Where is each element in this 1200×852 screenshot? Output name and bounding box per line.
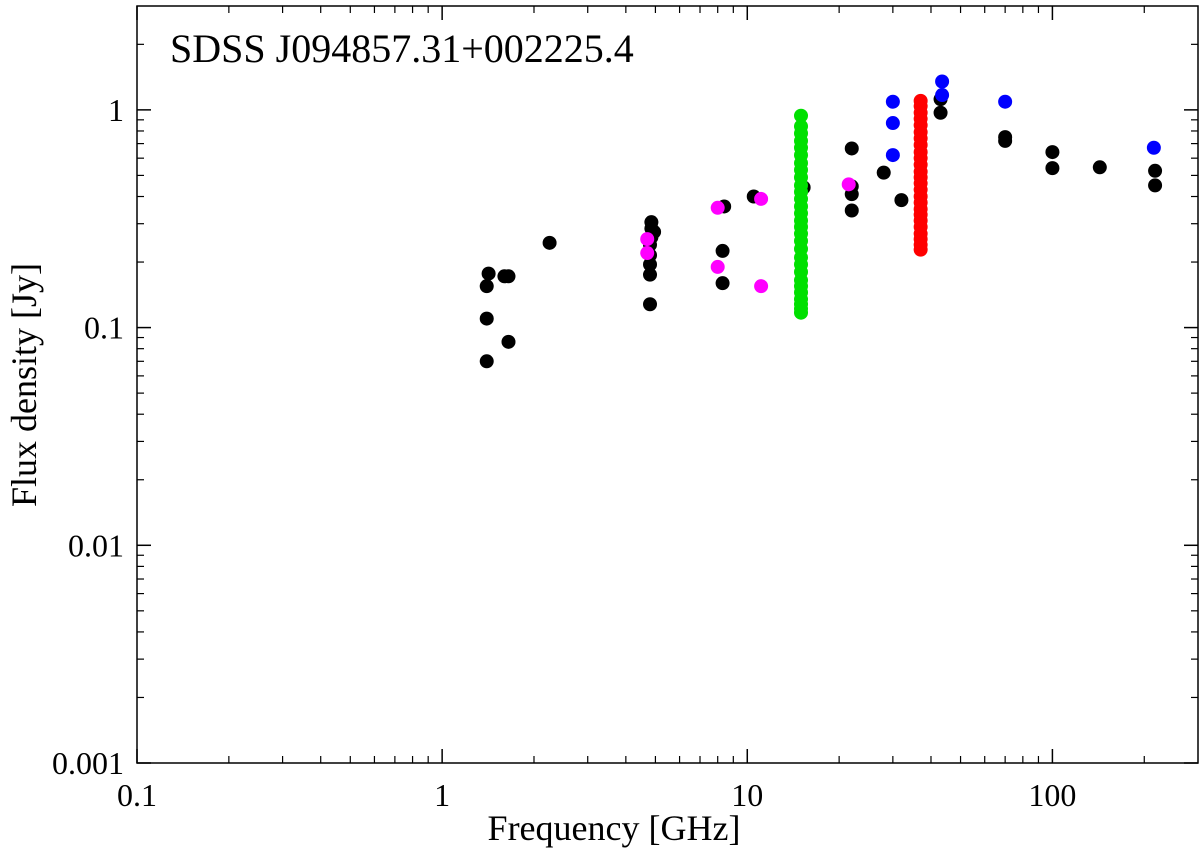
major-ticks (136, 6, 1198, 764)
data-point (640, 246, 655, 261)
y-tick-label: 0.001 (52, 745, 124, 781)
data-point (1148, 163, 1163, 178)
y-tick-label: 1 (108, 92, 124, 128)
data-point (479, 279, 494, 294)
series-points (640, 177, 856, 294)
data-point (1148, 178, 1163, 193)
data-point (1092, 160, 1107, 175)
data-point (710, 200, 725, 215)
data-point (501, 269, 516, 284)
data-point (1146, 140, 1161, 155)
data-point (715, 276, 730, 291)
plot-frame (136, 5, 1199, 764)
data-point (844, 141, 859, 156)
x-axis-label: Frequency [GHz] (488, 808, 741, 848)
data-point (844, 203, 859, 218)
x-tick-label: 10 (731, 777, 763, 813)
data-point (479, 354, 494, 369)
data-point (754, 191, 769, 206)
data-points (479, 74, 1163, 369)
data-point (998, 130, 1013, 145)
data-point (794, 108, 809, 123)
series-points (794, 108, 809, 320)
chart-title: SDSS J094857.31+002225.4 (170, 26, 634, 71)
y-axis-label: Flux density [Jy] (4, 263, 44, 507)
data-point (1045, 161, 1060, 176)
data-point (754, 279, 769, 294)
data-point (913, 93, 928, 108)
data-point (935, 88, 950, 103)
data-point (643, 297, 658, 312)
data-point (542, 235, 557, 250)
data-point (715, 243, 730, 258)
series-points (885, 74, 1161, 163)
data-point (933, 105, 948, 120)
data-point (481, 266, 496, 281)
data-point (841, 177, 856, 192)
data-point (894, 193, 909, 208)
series-points (913, 93, 928, 257)
y-tick-labels: 0.001 0.01 0.1 1 (52, 92, 124, 781)
y-tick-label: 0.01 (68, 527, 124, 563)
data-point (885, 94, 900, 109)
data-point (640, 232, 655, 247)
minor-ticks (137, 6, 1198, 763)
data-point (710, 259, 725, 274)
data-point (998, 94, 1013, 109)
x-tick-labels: 0.1 1 10 100 (117, 777, 1076, 813)
x-tick-label: 1 (434, 777, 450, 813)
data-point (643, 267, 658, 282)
y-tick-label: 0.1 (84, 310, 124, 346)
series-points (479, 92, 1163, 369)
data-point (794, 119, 809, 134)
data-point (1045, 145, 1060, 160)
data-point (501, 334, 516, 349)
x-tick-label: 100 (1028, 777, 1076, 813)
data-point (885, 116, 900, 131)
x-tick-label: 0.1 (117, 777, 157, 813)
data-point (479, 311, 494, 326)
data-point (876, 165, 891, 180)
data-point (885, 148, 900, 163)
data-point (935, 74, 950, 89)
